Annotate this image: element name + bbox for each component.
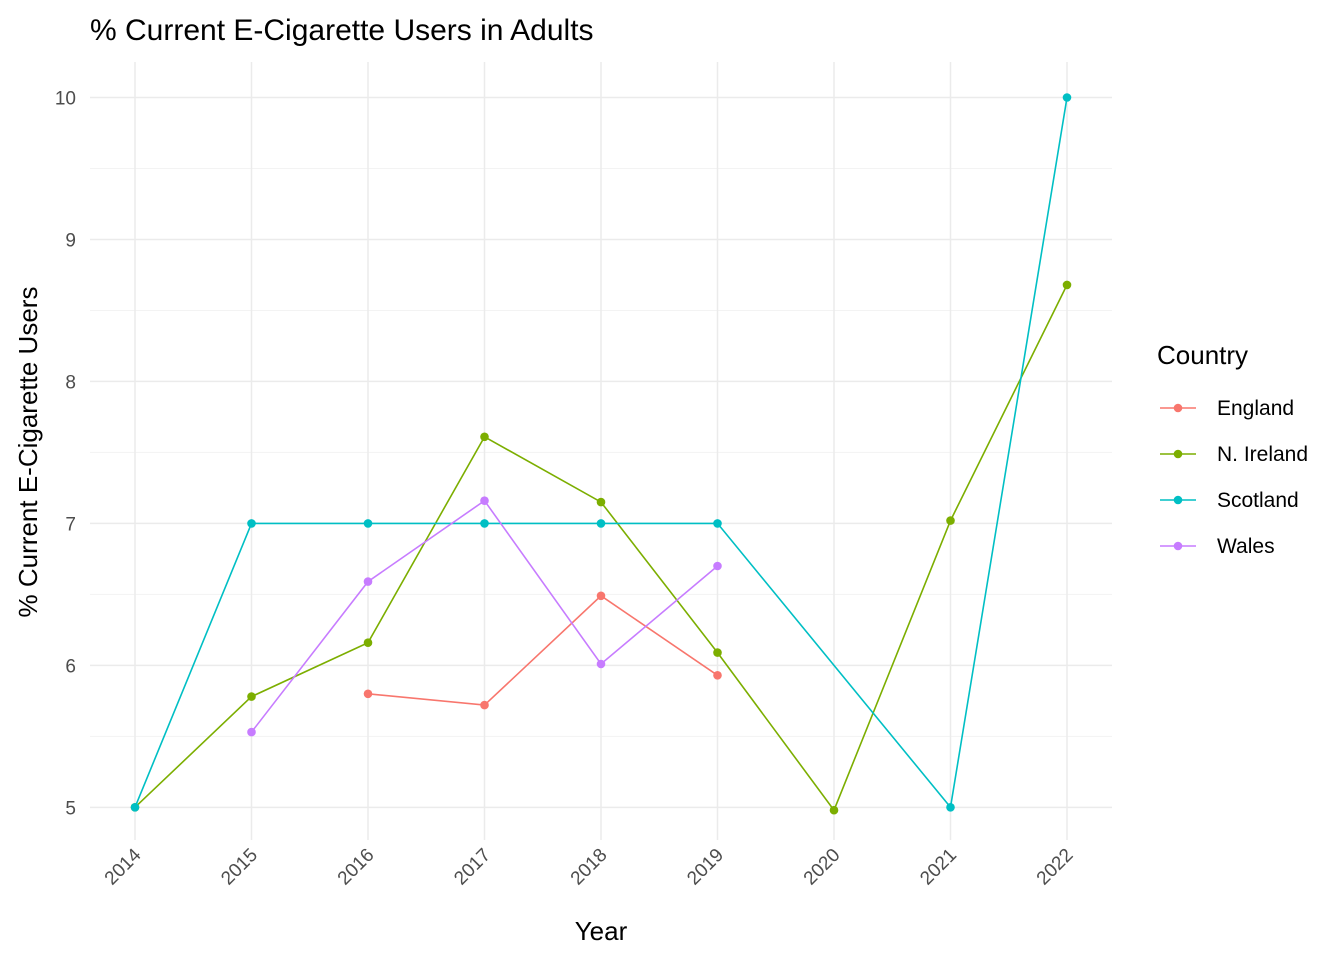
data-point-england: [596, 591, 606, 601]
y-tick-label: 6: [65, 656, 76, 677]
x-tick-label: 2022: [1033, 845, 1078, 890]
x-tick-label: 2018: [567, 845, 612, 890]
y-tick-label: 10: [55, 88, 76, 109]
legend-title: Country: [1157, 340, 1248, 370]
y-tick-label: 5: [65, 798, 76, 819]
data-point-wales: [596, 659, 606, 669]
legend-point-wales: [1173, 541, 1183, 551]
legend-label-wales: Wales: [1217, 535, 1275, 558]
plot-grid: [90, 62, 1112, 840]
data-point-wales: [480, 496, 489, 506]
y-axis-title: % Current E-Cigarette Users: [13, 287, 43, 618]
legend-item-n-ireland: N. Ireland: [1160, 443, 1308, 466]
series-england: [363, 591, 722, 710]
y-tick-label: 7: [65, 514, 76, 535]
data-point-n-ireland: [713, 648, 722, 657]
data-point-n-ireland: [829, 805, 839, 815]
data-point-england: [363, 689, 373, 699]
data-point-scotland: [946, 803, 955, 812]
x-tick-label: 2019: [683, 845, 728, 890]
x-tick-label: 2021: [916, 845, 961, 890]
data-point-n-ireland: [480, 432, 489, 442]
chart-title: % Current E-Cigarette Users in Adults: [90, 14, 594, 47]
x-axis-ticks: 2014 2015 2016 2017 2018 2019 2020 2021 2022: [101, 844, 1078, 889]
data-point-scotland: [130, 803, 140, 812]
legend-label-n-ireland: N. Ireland: [1217, 443, 1308, 466]
data-point-scotland: [713, 519, 722, 528]
x-axis-title: Year: [575, 916, 628, 946]
x-tick-label: 2015: [217, 845, 262, 890]
series-layer: [130, 93, 1072, 815]
x-tick-label: 2014: [101, 844, 146, 889]
data-point-n-ireland: [1062, 280, 1072, 290]
series-scotland: [130, 93, 1072, 812]
data-point-scotland: [1062, 93, 1072, 102]
data-point-n-ireland: [596, 497, 606, 507]
data-point-wales: [363, 577, 373, 586]
x-tick-label: 2020: [800, 845, 845, 890]
legend-label-scotland: Scotland: [1217, 489, 1299, 512]
y-tick-label: 8: [65, 372, 76, 393]
data-point-wales: [713, 561, 722, 571]
legend-item-wales: Wales: [1160, 535, 1275, 558]
legend-point-n-ireland: [1173, 449, 1183, 459]
series-wales: [247, 496, 722, 737]
legend-item-england: England: [1160, 397, 1294, 420]
data-point-n-ireland: [247, 692, 256, 701]
data-point-england: [480, 700, 489, 710]
series-line-scotland: [134, 97, 1068, 810]
data-point-n-ireland: [946, 516, 955, 525]
y-axis-ticks: 5 6 7 8 9 10: [55, 88, 76, 819]
x-tick-label: 2016: [334, 845, 379, 890]
x-tick-label: 2017: [450, 845, 495, 890]
legend-point-scotland: [1173, 495, 1183, 505]
legend-point-england: [1173, 403, 1183, 413]
data-point-england: [713, 671, 722, 680]
legend-label-england: England: [1217, 397, 1294, 420]
data-point-scotland: [363, 519, 373, 528]
data-point-n-ireland: [363, 638, 373, 647]
legend-item-scotland: Scotland: [1160, 489, 1299, 512]
data-point-scotland: [247, 519, 256, 528]
series-line-england: [367, 594, 718, 706]
data-point-scotland: [480, 519, 489, 528]
legend: Country England N. Ireland Scotland Wales: [1157, 340, 1308, 558]
data-point-scotland: [596, 519, 606, 528]
y-tick-label: 9: [65, 230, 76, 251]
data-point-wales: [247, 727, 256, 737]
